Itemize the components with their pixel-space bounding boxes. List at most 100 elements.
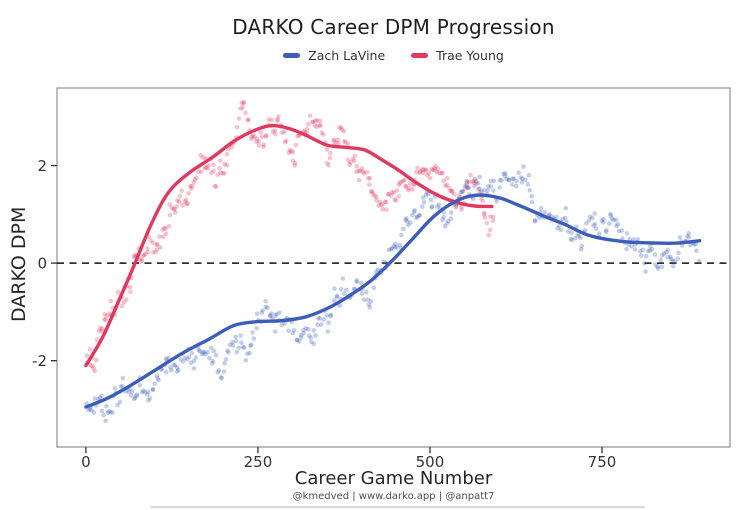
scatter-point bbox=[479, 189, 484, 194]
scatter-point bbox=[191, 180, 197, 185]
scatter-point bbox=[359, 166, 365, 171]
scatter-point bbox=[189, 350, 195, 356]
scatter-point bbox=[203, 164, 209, 170]
scatter-point bbox=[451, 192, 457, 197]
scatter-point bbox=[175, 365, 180, 370]
scatter-point bbox=[154, 247, 160, 252]
scatter-point bbox=[239, 100, 245, 106]
scatter-point bbox=[87, 347, 93, 352]
scatter-point bbox=[669, 257, 674, 262]
scatter-point bbox=[163, 356, 169, 362]
scatter-point bbox=[131, 396, 137, 402]
scatter-point bbox=[107, 311, 113, 316]
scatter-point bbox=[199, 169, 204, 175]
scatter-point bbox=[569, 230, 574, 235]
bottom-artifact-line bbox=[150, 506, 645, 508]
scatter-point bbox=[471, 178, 477, 184]
scatter-point bbox=[579, 243, 585, 249]
scatter-point bbox=[324, 147, 330, 152]
scatter-point bbox=[401, 226, 406, 232]
scatter-point bbox=[345, 141, 351, 147]
scatter-point bbox=[652, 252, 658, 257]
scatter-point bbox=[402, 177, 407, 183]
scatter-point bbox=[411, 182, 417, 188]
scatter-point bbox=[145, 392, 150, 397]
scatter-point bbox=[263, 304, 269, 310]
scatter-point bbox=[474, 181, 479, 186]
scatter-point bbox=[477, 174, 483, 180]
scatter-point bbox=[110, 410, 115, 415]
scatter-point bbox=[354, 279, 360, 285]
scatter-point bbox=[288, 148, 294, 154]
scatter-point bbox=[499, 178, 504, 183]
scatter-point bbox=[128, 393, 134, 398]
scatter-point bbox=[415, 165, 420, 171]
scatter-point bbox=[308, 335, 313, 341]
scatter-point bbox=[292, 163, 298, 168]
scatter-point bbox=[392, 197, 398, 202]
scatter-point bbox=[411, 209, 417, 215]
scatter-point bbox=[309, 339, 314, 345]
scatter-point bbox=[532, 218, 538, 224]
scatter-point bbox=[259, 134, 265, 140]
scatter-point bbox=[345, 157, 351, 163]
scatter-point bbox=[503, 171, 508, 176]
scatter-point bbox=[99, 393, 104, 399]
scatter-point bbox=[172, 363, 178, 368]
scatter-point bbox=[470, 179, 476, 184]
scatter-point bbox=[427, 175, 433, 181]
scatter-point bbox=[391, 190, 397, 195]
scatter-point bbox=[685, 233, 690, 239]
scatter-point bbox=[464, 178, 469, 184]
scatter-point bbox=[341, 128, 347, 134]
scatter-point bbox=[440, 170, 446, 176]
scatter-point bbox=[380, 206, 385, 212]
scatter-point bbox=[372, 193, 378, 199]
scatter-point bbox=[153, 250, 158, 255]
scatter-point bbox=[287, 147, 293, 153]
scatter-point bbox=[340, 276, 346, 281]
scatter-point bbox=[173, 210, 178, 215]
scatter-point bbox=[482, 215, 488, 220]
scatter-point bbox=[356, 168, 362, 174]
scatter-point bbox=[209, 345, 214, 351]
scatter-point bbox=[336, 141, 341, 146]
scatter-point bbox=[167, 212, 173, 218]
scatter-point bbox=[477, 186, 482, 191]
scatter-point bbox=[472, 184, 477, 189]
scatter-point bbox=[251, 336, 257, 341]
scatter-point bbox=[313, 118, 318, 124]
scatter-point bbox=[256, 143, 262, 148]
scatter-point bbox=[393, 198, 399, 203]
scatter-point bbox=[146, 397, 151, 403]
scatter-point bbox=[222, 171, 227, 176]
scatter-point bbox=[182, 355, 188, 361]
scatter-point bbox=[642, 261, 647, 266]
scatter-point bbox=[203, 351, 208, 357]
scatter-point bbox=[163, 231, 169, 237]
scatter-point bbox=[222, 161, 228, 167]
scatter-point bbox=[473, 176, 478, 182]
scatter-point bbox=[647, 248, 652, 253]
scatter-point bbox=[240, 344, 246, 350]
scatter-point bbox=[384, 207, 389, 212]
scatter-point bbox=[441, 178, 447, 184]
scatter-point bbox=[337, 303, 343, 308]
scatter-point bbox=[112, 385, 118, 391]
scatter-point bbox=[234, 124, 240, 130]
scatter-point bbox=[429, 205, 435, 210]
scatter-point bbox=[306, 327, 311, 332]
scatter-point bbox=[312, 123, 318, 128]
scatter-point bbox=[449, 188, 455, 194]
scatter-point bbox=[254, 311, 260, 317]
trend-line-zach-lavine bbox=[84, 193, 702, 409]
scatter-point bbox=[417, 212, 422, 218]
scatter-point bbox=[380, 259, 386, 265]
scatter-point bbox=[298, 332, 304, 338]
scatter-point bbox=[275, 118, 280, 124]
scatter-point bbox=[590, 215, 595, 221]
scatter-point bbox=[140, 253, 146, 259]
scatter-point bbox=[211, 162, 216, 167]
scatter-point bbox=[327, 155, 333, 161]
scatter-point bbox=[207, 355, 212, 361]
